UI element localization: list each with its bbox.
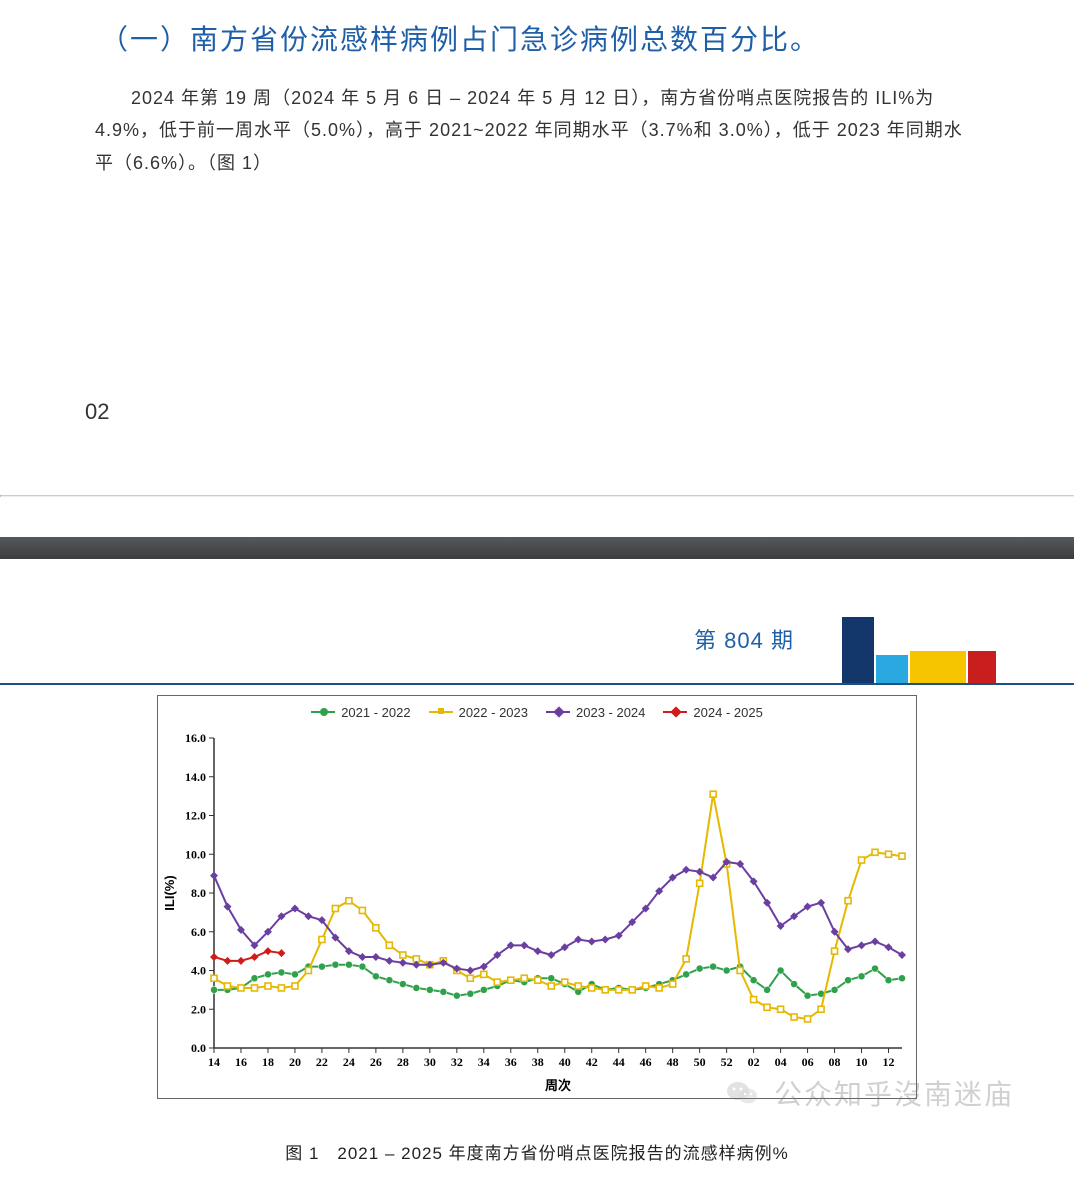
legend-item: 2023 - 2024 — [546, 705, 645, 720]
legend-item: 2024 - 2025 — [663, 705, 762, 720]
issue-bar: 第 804 期 — [0, 615, 1074, 685]
svg-text:30: 30 — [424, 1055, 436, 1069]
color-block — [968, 651, 996, 683]
line-chart: 0.0 2.0 4.0 6.0 8.0 10.0 12.0 14.0 16.0 14 16 18 20 2… — [158, 728, 916, 1098]
color-block — [876, 655, 908, 683]
svg-text:26: 26 — [370, 1055, 382, 1069]
svg-text:02: 02 — [748, 1055, 760, 1069]
legend-item: 2021 - 2022 — [311, 705, 410, 720]
issue-number: 第 804 期 — [694, 623, 794, 655]
page-1: （一）南方省份流感样病例占门急诊病例总数百分比。 2024 年第 19 周（20… — [0, 0, 1074, 495]
page-2: 第 804 期 2021 - 2022 2022 - 2023 2023 - 202… — [0, 559, 1074, 1164]
svg-text:周次: 周次 — [545, 1078, 571, 1093]
svg-text:08: 08 — [829, 1055, 841, 1069]
legend-label: 2023 - 2024 — [576, 705, 645, 720]
svg-text:32: 32 — [451, 1055, 463, 1069]
color-block — [910, 651, 966, 683]
chart-legend: 2021 - 2022 2022 - 2023 2023 - 2024 2024 - … — [158, 696, 916, 728]
legend-item: 2022 - 2023 — [429, 705, 528, 720]
body-paragraph: 2024 年第 19 周（2024 年 5 月 6 日 – 2024 年 5 月… — [95, 82, 979, 179]
chart-container: 2021 - 2022 2022 - 2023 2023 - 2024 2024 - … — [157, 695, 917, 1099]
svg-text:24: 24 — [343, 1055, 355, 1069]
legend-label: 2024 - 2025 — [693, 705, 762, 720]
color-block — [842, 617, 874, 683]
page-separator-band — [0, 537, 1074, 559]
section-heading: （一）南方省份流感样病例占门急诊病例总数百分比。 — [100, 18, 1074, 58]
svg-text:14: 14 — [208, 1055, 220, 1069]
svg-text:4.0: 4.0 — [191, 964, 206, 978]
svg-text:16.0: 16.0 — [185, 731, 206, 745]
svg-text:42: 42 — [586, 1055, 598, 1069]
color-block-group — [840, 617, 996, 683]
svg-text:ILI(%): ILI(%) — [162, 875, 177, 910]
svg-text:0.0: 0.0 — [191, 1041, 206, 1055]
divider-line — [0, 495, 1074, 497]
svg-text:18: 18 — [262, 1055, 274, 1069]
svg-text:8.0: 8.0 — [191, 886, 206, 900]
svg-text:10: 10 — [856, 1055, 868, 1069]
svg-text:12.0: 12.0 — [185, 809, 206, 823]
svg-text:38: 38 — [532, 1055, 544, 1069]
svg-text:2.0: 2.0 — [191, 1002, 206, 1016]
svg-text:52: 52 — [721, 1055, 733, 1069]
svg-text:50: 50 — [694, 1055, 706, 1069]
svg-text:22: 22 — [316, 1055, 328, 1069]
svg-text:34: 34 — [478, 1055, 490, 1069]
svg-text:36: 36 — [505, 1055, 517, 1069]
legend-label: 2021 - 2022 — [341, 705, 410, 720]
svg-text:12: 12 — [883, 1055, 895, 1069]
svg-text:40: 40 — [559, 1055, 571, 1069]
svg-text:28: 28 — [397, 1055, 409, 1069]
svg-text:6.0: 6.0 — [191, 925, 206, 939]
svg-text:10.0: 10.0 — [185, 847, 206, 861]
svg-text:20: 20 — [289, 1055, 301, 1069]
svg-text:14.0: 14.0 — [185, 770, 206, 784]
chart-caption: 图 1 2021 – 2025 年度南方省份哨点医院报告的流感样病例% — [0, 1139, 1074, 1164]
svg-text:46: 46 — [640, 1055, 652, 1069]
legend-label: 2022 - 2023 — [459, 705, 528, 720]
svg-text:48: 48 — [667, 1055, 679, 1069]
page-number: 02 — [85, 399, 1074, 425]
svg-text:04: 04 — [775, 1055, 787, 1069]
svg-text:16: 16 — [235, 1055, 247, 1069]
svg-text:06: 06 — [802, 1055, 814, 1069]
svg-text:44: 44 — [613, 1055, 625, 1069]
